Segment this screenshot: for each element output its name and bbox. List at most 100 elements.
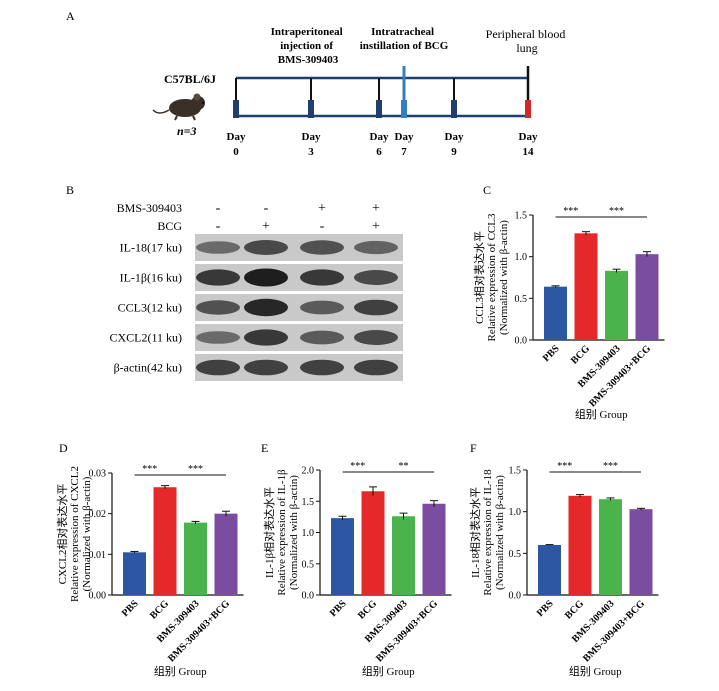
bar xyxy=(331,518,354,595)
panel-label-a: A xyxy=(66,9,75,23)
treatment-sign: - xyxy=(216,219,221,234)
protein-band xyxy=(300,240,344,255)
treatment-label: BMS-309403 xyxy=(117,201,182,215)
band-label: CCL3(12 ku) xyxy=(118,301,182,315)
timeline-markers: Day 0 Day 3 Day 6 Day 7 Day 9 Day 14 xyxy=(227,66,538,158)
y-axis-label: Relative expression of IL-18 xyxy=(482,469,494,596)
x-axis-label: 组别 Group xyxy=(569,664,622,678)
significance-label: *** xyxy=(350,461,365,472)
y-tick-label: 1.5 xyxy=(302,497,315,508)
x-axis-label: 组别 Group xyxy=(575,407,628,421)
y-axis-label: Relative expression of CXCL2 xyxy=(69,466,81,602)
y-tick-label: 1.5 xyxy=(509,466,522,477)
significance-label: *** xyxy=(603,461,618,472)
panel-label-e: E xyxy=(261,441,268,455)
it-annotation: Intratracheal instillation of BCG xyxy=(360,26,449,52)
treatment-sign: + xyxy=(318,201,326,216)
y-axis-label: CCL3相对表达水平 xyxy=(472,231,486,324)
y-tick-label: 0.0 xyxy=(302,591,315,602)
protein-band xyxy=(196,241,240,254)
x-tick-label: PBS xyxy=(120,598,141,619)
y-tick-label: 0.5 xyxy=(515,294,528,305)
treatment-sign: - xyxy=(264,201,269,216)
y-axis-label: (Normalized with β-actin) xyxy=(494,475,506,590)
band-label: IL-1β(16 ku) xyxy=(120,271,182,285)
bar xyxy=(599,499,622,595)
x-tick-label: PBS xyxy=(541,343,562,364)
western-blot: BMS-309403 - - + + BCG - + - + IL-18(17 ku) IL-1β(1… xyxy=(109,201,403,381)
protein-band xyxy=(196,269,240,286)
panel-b: B BMS-309403 - - + + BCG - + - + IL-18(17 ku) IL-1β… xyxy=(66,183,403,381)
protein-band xyxy=(300,300,344,315)
day-marker xyxy=(233,100,239,118)
protein-band xyxy=(300,330,344,345)
x-tick-label: BCG xyxy=(356,598,379,621)
protein-band xyxy=(300,269,344,286)
panel-label-c: C xyxy=(483,183,491,197)
y-axis-label: Relative expression of IL-1β xyxy=(276,469,288,596)
day-word: Day xyxy=(370,131,389,143)
treatment-sign: + xyxy=(372,201,380,216)
protein-band xyxy=(300,359,344,376)
chart-f: F 0.0 0.5 1.0 1.5 IL-18相对表达水平 Relative express… xyxy=(468,441,659,678)
bar xyxy=(629,509,653,595)
day-word: Day xyxy=(227,131,246,143)
treatment-label: BCG xyxy=(157,219,182,233)
x-tick-label: PBS xyxy=(535,598,556,619)
bar xyxy=(422,503,446,595)
bar xyxy=(153,487,177,595)
protein-band xyxy=(196,331,240,344)
day-number: 9 xyxy=(451,146,457,158)
ip-annotation: Intraperitoneal injection of BMS-309403 xyxy=(271,26,346,66)
y-tick-label: 1.5 xyxy=(515,211,528,222)
protein-band xyxy=(244,359,288,376)
protein-band xyxy=(196,359,240,376)
treatment-sign: - xyxy=(216,201,221,216)
band-label: β-actin(42 ku) xyxy=(114,361,182,375)
significance-label: *** xyxy=(609,206,624,217)
significance-label: *** xyxy=(557,461,572,472)
day-marker xyxy=(451,100,457,118)
y-axis-label: CXCL2相对表达水平 xyxy=(55,484,69,585)
day-word: Day xyxy=(395,131,414,143)
chart-e: E 0.0 0.5 1.0 1.5 2.0 IL-1β相对表达水平 Relative expr… xyxy=(261,441,452,678)
y-axis-label: Relative expression of CCL3 xyxy=(486,213,498,342)
significance-label: *** xyxy=(142,464,157,475)
protein-band xyxy=(244,329,288,346)
protein-band xyxy=(354,330,398,345)
bar xyxy=(605,270,628,340)
bar xyxy=(544,286,567,340)
bar xyxy=(184,522,207,595)
y-tick-label: 0.0 xyxy=(509,591,522,602)
bar xyxy=(538,545,561,595)
y-axis-label: (Normalized with β-actin) xyxy=(288,475,300,590)
bar xyxy=(568,495,592,595)
significance-label: ** xyxy=(399,461,409,472)
protein-band xyxy=(354,240,398,255)
y-tick-label: 0.00 xyxy=(89,591,107,602)
bar xyxy=(361,491,385,595)
y-tick-label: 0.02 xyxy=(89,509,107,520)
significance-label: *** xyxy=(563,206,578,217)
bar xyxy=(123,552,146,595)
y-tick-label: 1.0 xyxy=(509,507,522,518)
n-label: n=3 xyxy=(177,124,197,138)
y-axis-label: IL-18相对表达水平 xyxy=(468,487,482,578)
x-tick-label: PBS xyxy=(328,598,349,619)
day-number: 3 xyxy=(308,146,314,158)
mouse-icon xyxy=(152,93,205,121)
y-tick-label: 0.0 xyxy=(515,336,528,347)
treatment-sign: + xyxy=(372,219,380,234)
band-label: CXCL2(11 ku) xyxy=(109,331,182,345)
chart-c: C 0.0 0.5 1.0 1.5 CCL3相对表达水平 Relative expressi… xyxy=(472,183,665,421)
y-tick-label: 1.0 xyxy=(302,528,315,539)
panel-label-f: F xyxy=(470,441,477,455)
day-number: 6 xyxy=(376,146,382,158)
y-axis-label: (Normalized with β-actin) xyxy=(498,220,510,335)
x-tick-label: BCG xyxy=(148,598,171,621)
treatment-sign: - xyxy=(320,219,325,234)
y-tick-label: 0.5 xyxy=(302,559,315,570)
y-axis-label: IL-1β相对表达水平 xyxy=(262,487,276,578)
treatment-sign: + xyxy=(262,219,270,234)
